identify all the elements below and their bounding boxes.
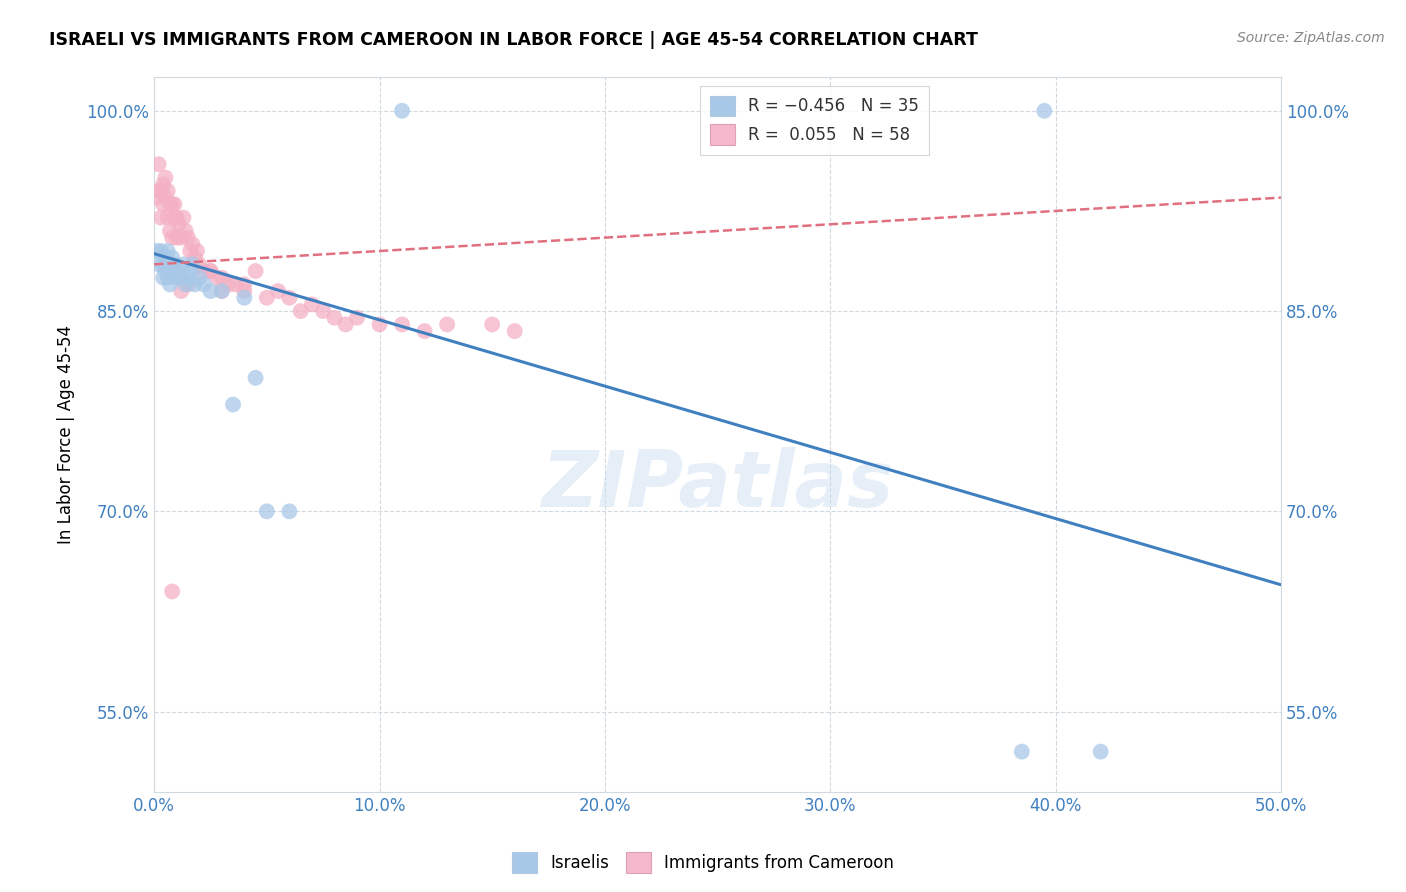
Point <box>207 270 229 285</box>
Point <box>179 244 201 258</box>
Point <box>301 297 323 311</box>
Point <box>413 324 436 338</box>
Y-axis label: In Labor Force | Age 45-54: In Labor Force | Age 45-54 <box>58 325 75 544</box>
Point <box>245 371 267 385</box>
Point <box>1090 745 1112 759</box>
Point <box>200 264 222 278</box>
Point <box>211 284 233 298</box>
Point <box>193 264 215 278</box>
Point <box>323 310 346 325</box>
Point <box>391 318 413 332</box>
Point <box>159 277 181 292</box>
Point <box>167 217 190 231</box>
Point <box>166 270 188 285</box>
Point <box>278 291 301 305</box>
Point <box>167 264 190 278</box>
Point <box>278 504 301 518</box>
Point <box>346 310 368 325</box>
Point <box>160 230 183 244</box>
Point <box>200 264 222 278</box>
Point <box>188 270 211 285</box>
Point <box>156 184 179 198</box>
Point <box>181 257 204 271</box>
Point <box>152 197 174 211</box>
Point <box>290 304 312 318</box>
Text: Source: ZipAtlas.com: Source: ZipAtlas.com <box>1237 31 1385 45</box>
Point <box>233 277 256 292</box>
Point <box>156 211 179 225</box>
Point <box>193 277 215 292</box>
Legend: R = −0.456   N = 35, R =  0.055   N = 58: R = −0.456 N = 35, R = 0.055 N = 58 <box>700 86 929 155</box>
Point <box>174 277 197 292</box>
Point <box>186 244 208 258</box>
Point <box>149 211 172 225</box>
Point <box>166 211 188 225</box>
Point <box>312 304 335 318</box>
Point <box>148 257 170 271</box>
Point <box>155 264 177 278</box>
Point <box>335 318 357 332</box>
Text: ISRAELI VS IMMIGRANTS FROM CAMEROON IN LABOR FORCE | AGE 45-54 CORRELATION CHART: ISRAELI VS IMMIGRANTS FROM CAMEROON IN L… <box>49 31 979 49</box>
Point <box>245 264 267 278</box>
Point <box>156 270 179 285</box>
Point <box>436 318 458 332</box>
Point <box>148 157 170 171</box>
Point <box>156 244 179 258</box>
Point <box>177 230 200 244</box>
Point <box>170 284 193 298</box>
Point <box>152 257 174 271</box>
Point <box>503 324 526 338</box>
Point <box>148 184 170 198</box>
Point <box>163 257 186 271</box>
Point <box>1011 745 1033 759</box>
Point <box>188 257 211 271</box>
Point <box>200 284 222 298</box>
Point <box>179 264 201 278</box>
Point <box>233 291 256 305</box>
Point <box>256 504 278 518</box>
Point <box>170 270 193 285</box>
Point <box>160 584 183 599</box>
Point <box>163 211 186 225</box>
Point <box>145 244 167 258</box>
Point <box>155 251 177 265</box>
Point <box>160 197 183 211</box>
Point <box>159 224 181 238</box>
Point <box>174 224 197 238</box>
Text: ZIPatlas: ZIPatlas <box>541 447 894 523</box>
Point <box>256 291 278 305</box>
Point <box>211 284 233 298</box>
Point <box>183 251 205 265</box>
Point <box>222 398 245 412</box>
Point <box>181 237 204 252</box>
Point <box>145 191 167 205</box>
Point <box>368 318 391 332</box>
Point <box>159 264 181 278</box>
Point <box>391 103 413 118</box>
Point <box>172 257 194 271</box>
Point <box>170 230 193 244</box>
Point <box>172 211 194 225</box>
Point <box>183 277 205 292</box>
Point <box>1033 103 1056 118</box>
Point <box>233 284 256 298</box>
Point <box>160 251 183 265</box>
Point <box>155 170 177 185</box>
Point <box>149 244 172 258</box>
Legend: Israelis, Immigrants from Cameroon: Israelis, Immigrants from Cameroon <box>505 846 901 880</box>
Point <box>211 270 233 285</box>
Point <box>481 318 503 332</box>
Point <box>149 184 172 198</box>
Point <box>267 284 290 298</box>
Point <box>155 191 177 205</box>
Point <box>177 277 200 292</box>
Point <box>218 277 240 292</box>
Point <box>166 230 188 244</box>
Point <box>224 277 246 292</box>
Point <box>177 270 200 285</box>
Point <box>159 197 181 211</box>
Point <box>163 197 186 211</box>
Point <box>152 270 174 285</box>
Point <box>152 178 174 192</box>
